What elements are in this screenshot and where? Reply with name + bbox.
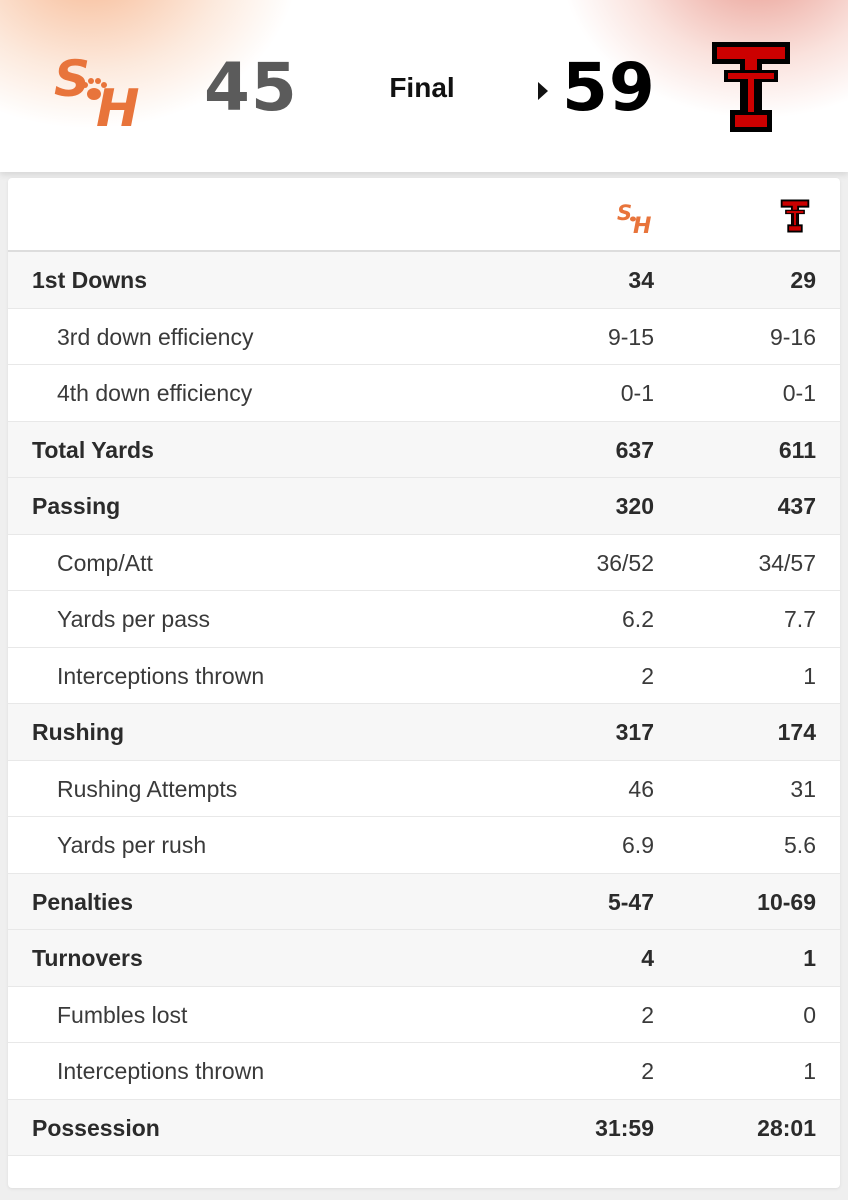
table-row: Yards per pass 6.2 7.7 <box>8 591 840 648</box>
home-stat-value: 611 <box>778 436 816 463</box>
away-stat-value: 36/52 <box>596 549 654 576</box>
away-stat-value: 6.9 <box>622 832 654 858</box>
scoreboard-header: S H 45 Final 59 <box>0 0 848 172</box>
texas-tech-logo[interactable] <box>710 40 792 134</box>
stat-label: Possession <box>32 1114 160 1141</box>
stat-label: Rushing <box>32 719 124 745</box>
away-team-glow <box>0 0 300 130</box>
stat-label: 4th down efficiency <box>57 380 253 406</box>
home-score: 59 <box>562 49 656 126</box>
stat-label: Yards per pass <box>57 606 210 632</box>
table-row: Yards per rush 6.9 5.6 <box>8 817 840 874</box>
table-row: Interceptions thrown 2 1 <box>8 1043 840 1100</box>
home-stat-value: 1 <box>803 945 816 971</box>
table-row: Passing 320 437 <box>8 478 840 535</box>
away-stat-value: 5-47 <box>607 888 654 915</box>
team-stats-table: S H 1st Downs 34 29 3rd down efficiency 9-15… <box>8 178 840 1188</box>
table-header: S H <box>8 178 840 252</box>
table-row: Penalties 5-47 10-69 <box>8 873 840 930</box>
table-row: Interceptions thrown 2 1 <box>8 647 840 704</box>
stat-label: 3rd down efficiency <box>57 323 254 350</box>
stat-label: Rushing Attempts <box>57 775 238 802</box>
away-stat-value: 34 <box>628 267 654 293</box>
away-stat-value: 2 <box>641 1001 654 1028</box>
home-team-glow <box>558 0 848 120</box>
away-stat-value: 6.2 <box>622 606 654 632</box>
sam-houston-logo[interactable]: S H <box>52 50 148 130</box>
table-row: Total Yards 637 611 <box>8 421 840 478</box>
away-score: 45 <box>204 49 298 126</box>
home-stat-value: 31 <box>790 775 816 802</box>
home-stat-value: 1 <box>803 1058 816 1084</box>
home-stat-value: 5.6 <box>784 832 816 858</box>
table-row: 3rd down efficiency 9-15 9-16 <box>8 308 840 365</box>
svg-text:S: S <box>54 50 90 108</box>
away-stat-value: 637 <box>615 436 654 463</box>
away-stat-value: 0-1 <box>620 380 654 406</box>
home-stat-value: 29 <box>790 267 816 293</box>
home-stat-value: 437 <box>777 493 816 519</box>
table-row: Comp/Att 36/52 34/57 <box>8 534 840 591</box>
stat-label: Yards per rush <box>57 832 207 858</box>
away-stat-value: 9-15 <box>607 323 654 350</box>
home-stat-value: 28:01 <box>757 1114 816 1141</box>
winner-arrow-icon <box>538 82 548 100</box>
home-stat-value: 174 <box>777 719 816 745</box>
stat-label: Fumbles lost <box>57 1001 188 1028</box>
home-stat-value: 0 <box>803 1001 816 1028</box>
table-row: 4th down efficiency 0-1 0-1 <box>8 365 840 422</box>
stat-label: Total Yards <box>32 436 154 463</box>
stats-rows: 1st Downs 34 29 3rd down efficiency 9-15 9-16… <box>8 252 840 1156</box>
away-stat-value: 317 <box>615 719 654 745</box>
table-row: Possession 31:59 28:01 <box>8 1099 840 1156</box>
stat-label: Interceptions thrown <box>57 662 265 689</box>
away-stat-value: 2 <box>641 1058 654 1084</box>
stat-label: Turnovers <box>32 945 143 971</box>
away-stat-value: 4 <box>641 945 654 971</box>
svg-text:S: S <box>617 201 632 225</box>
home-stat-value: 0-1 <box>782 380 816 406</box>
home-stat-value: 34/57 <box>758 549 816 576</box>
table-row: Fumbles lost 2 0 <box>8 986 840 1043</box>
table-row: Rushing 317 174 <box>8 704 840 761</box>
stat-label: Passing <box>32 493 121 519</box>
stat-label: Penalties <box>32 888 133 915</box>
stat-label: Comp/Att <box>57 549 153 576</box>
home-stat-value: 1 <box>803 662 816 689</box>
home-stat-value: 9-16 <box>769 323 816 350</box>
away-stat-value: 2 <box>641 662 654 689</box>
game-status: Final <box>389 72 455 103</box>
home-stat-value: 7.7 <box>784 606 816 632</box>
stat-label: 1st Downs <box>32 267 148 293</box>
stat-label: Interceptions thrown <box>57 1058 265 1084</box>
away-stat-value: 320 <box>615 493 654 519</box>
table-row: 1st Downs 34 29 <box>8 252 840 309</box>
table-row: Turnovers 4 1 <box>8 930 840 987</box>
texas-tech-small-logo <box>780 199 810 233</box>
away-stat-value: 31:59 <box>595 1114 654 1141</box>
svg-text:H: H <box>633 214 651 234</box>
table-row: Rushing Attempts 46 31 <box>8 760 840 817</box>
away-stat-value: 46 <box>628 775 654 802</box>
sam-houston-small-logo: S H <box>617 201 651 234</box>
home-stat-value: 10-69 <box>757 888 816 915</box>
